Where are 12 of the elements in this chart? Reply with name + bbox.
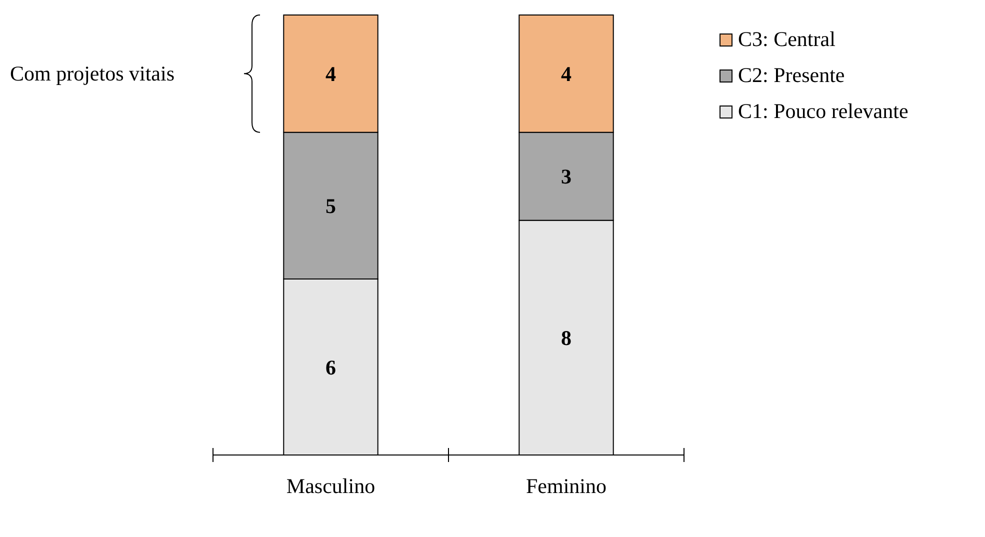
data-label: 3 [561,164,572,189]
data-label: 4 [561,62,572,86]
x-tick-label: Masculino [286,474,376,498]
text: Com projetos vitais [10,62,174,86]
data-label: 8 [561,326,572,350]
x-tick-label: Feminino [526,474,607,498]
data-label: 5 [326,194,336,218]
data-label: 6 [326,355,336,380]
legend-label: C1: Pouco relevante [738,99,908,123]
legend-label: C2: Presente [738,63,845,87]
legend-label: C3: Central [738,27,836,51]
data-label: 4 [326,62,336,86]
